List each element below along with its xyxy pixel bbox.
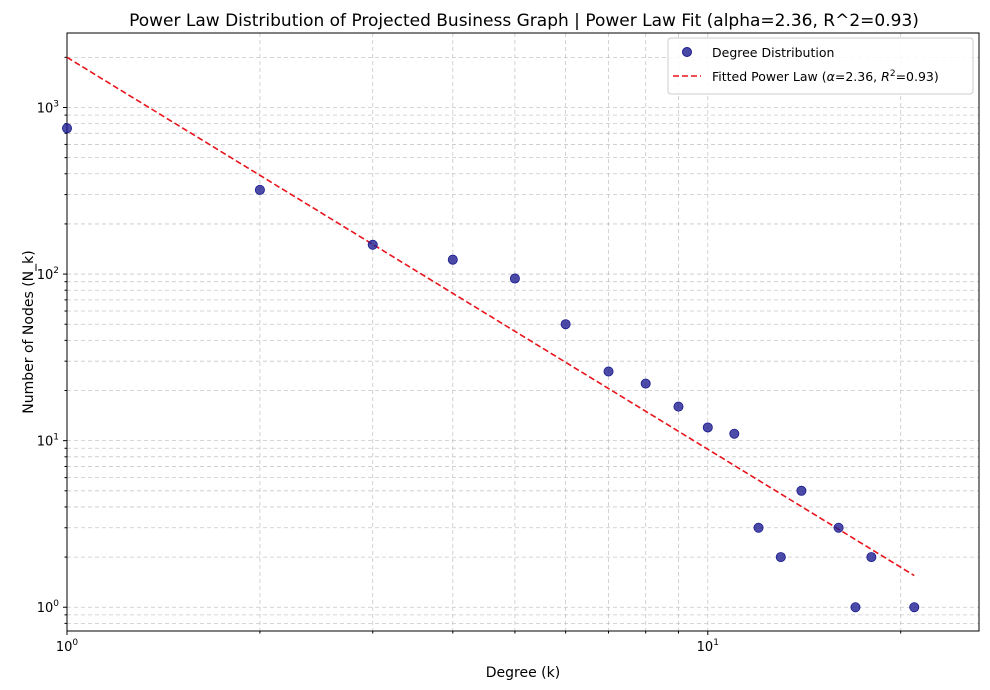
y-tick-label: 103 bbox=[37, 99, 59, 116]
legend: Degree Distribution Fitted Power Law (α=… bbox=[667, 37, 974, 95]
data-point bbox=[850, 602, 861, 613]
y-tick-label: 100 bbox=[37, 599, 60, 616]
legend-label-degree-distribution: Degree Distribution bbox=[712, 45, 834, 60]
legend-fit-r-exponent: 2 bbox=[890, 69, 896, 79]
x-axis-label: Degree (k) bbox=[486, 665, 560, 681]
data-point bbox=[640, 378, 651, 389]
fitted-power-law-series bbox=[66, 56, 915, 577]
y-tick-label: 101 bbox=[37, 433, 59, 450]
axis-ticks: 100 101 100 101 102 103 bbox=[37, 56, 902, 655]
data-point bbox=[775, 552, 786, 563]
fitted-power-law-line bbox=[66, 56, 915, 577]
legend-box bbox=[667, 37, 974, 95]
degree-distribution-series bbox=[62, 123, 920, 613]
legend-fit-alpha-value: =2.36, bbox=[835, 69, 881, 84]
y-tick-label: 102 bbox=[37, 266, 59, 283]
legend-fit-prefix: Fitted Power Law ( bbox=[712, 69, 827, 84]
data-point bbox=[603, 366, 614, 377]
data-point bbox=[673, 401, 684, 412]
x-tick-label: 101 bbox=[697, 638, 719, 655]
legend-label-fitted-power-law: Fitted Power Law (α=2.36, R2=0.93) bbox=[712, 69, 939, 84]
data-point bbox=[729, 428, 740, 439]
data-point bbox=[560, 319, 571, 330]
data-point bbox=[367, 239, 378, 250]
data-point bbox=[254, 184, 265, 195]
data-point bbox=[509, 273, 520, 284]
data-point bbox=[447, 254, 458, 265]
data-point bbox=[909, 602, 920, 613]
data-point bbox=[866, 552, 877, 563]
data-point bbox=[796, 485, 807, 496]
legend-fit-r-symbol: R bbox=[881, 69, 890, 84]
legend-fit-alpha-symbol: α bbox=[827, 69, 836, 84]
legend-marker-degree-distribution bbox=[682, 47, 692, 57]
chart-title: Power Law Distribution of Projected Busi… bbox=[129, 11, 919, 31]
grid bbox=[66, 33, 979, 631]
y-axis-label: Number of Nodes (N_k) bbox=[21, 250, 37, 413]
plot-area-frame bbox=[66, 32, 980, 632]
x-tick-label: 100 bbox=[56, 638, 79, 655]
legend-fit-r-value: =0.93) bbox=[896, 69, 939, 84]
data-point bbox=[833, 522, 844, 533]
data-point bbox=[753, 522, 764, 533]
data-point bbox=[702, 422, 713, 433]
data-point bbox=[62, 123, 73, 134]
